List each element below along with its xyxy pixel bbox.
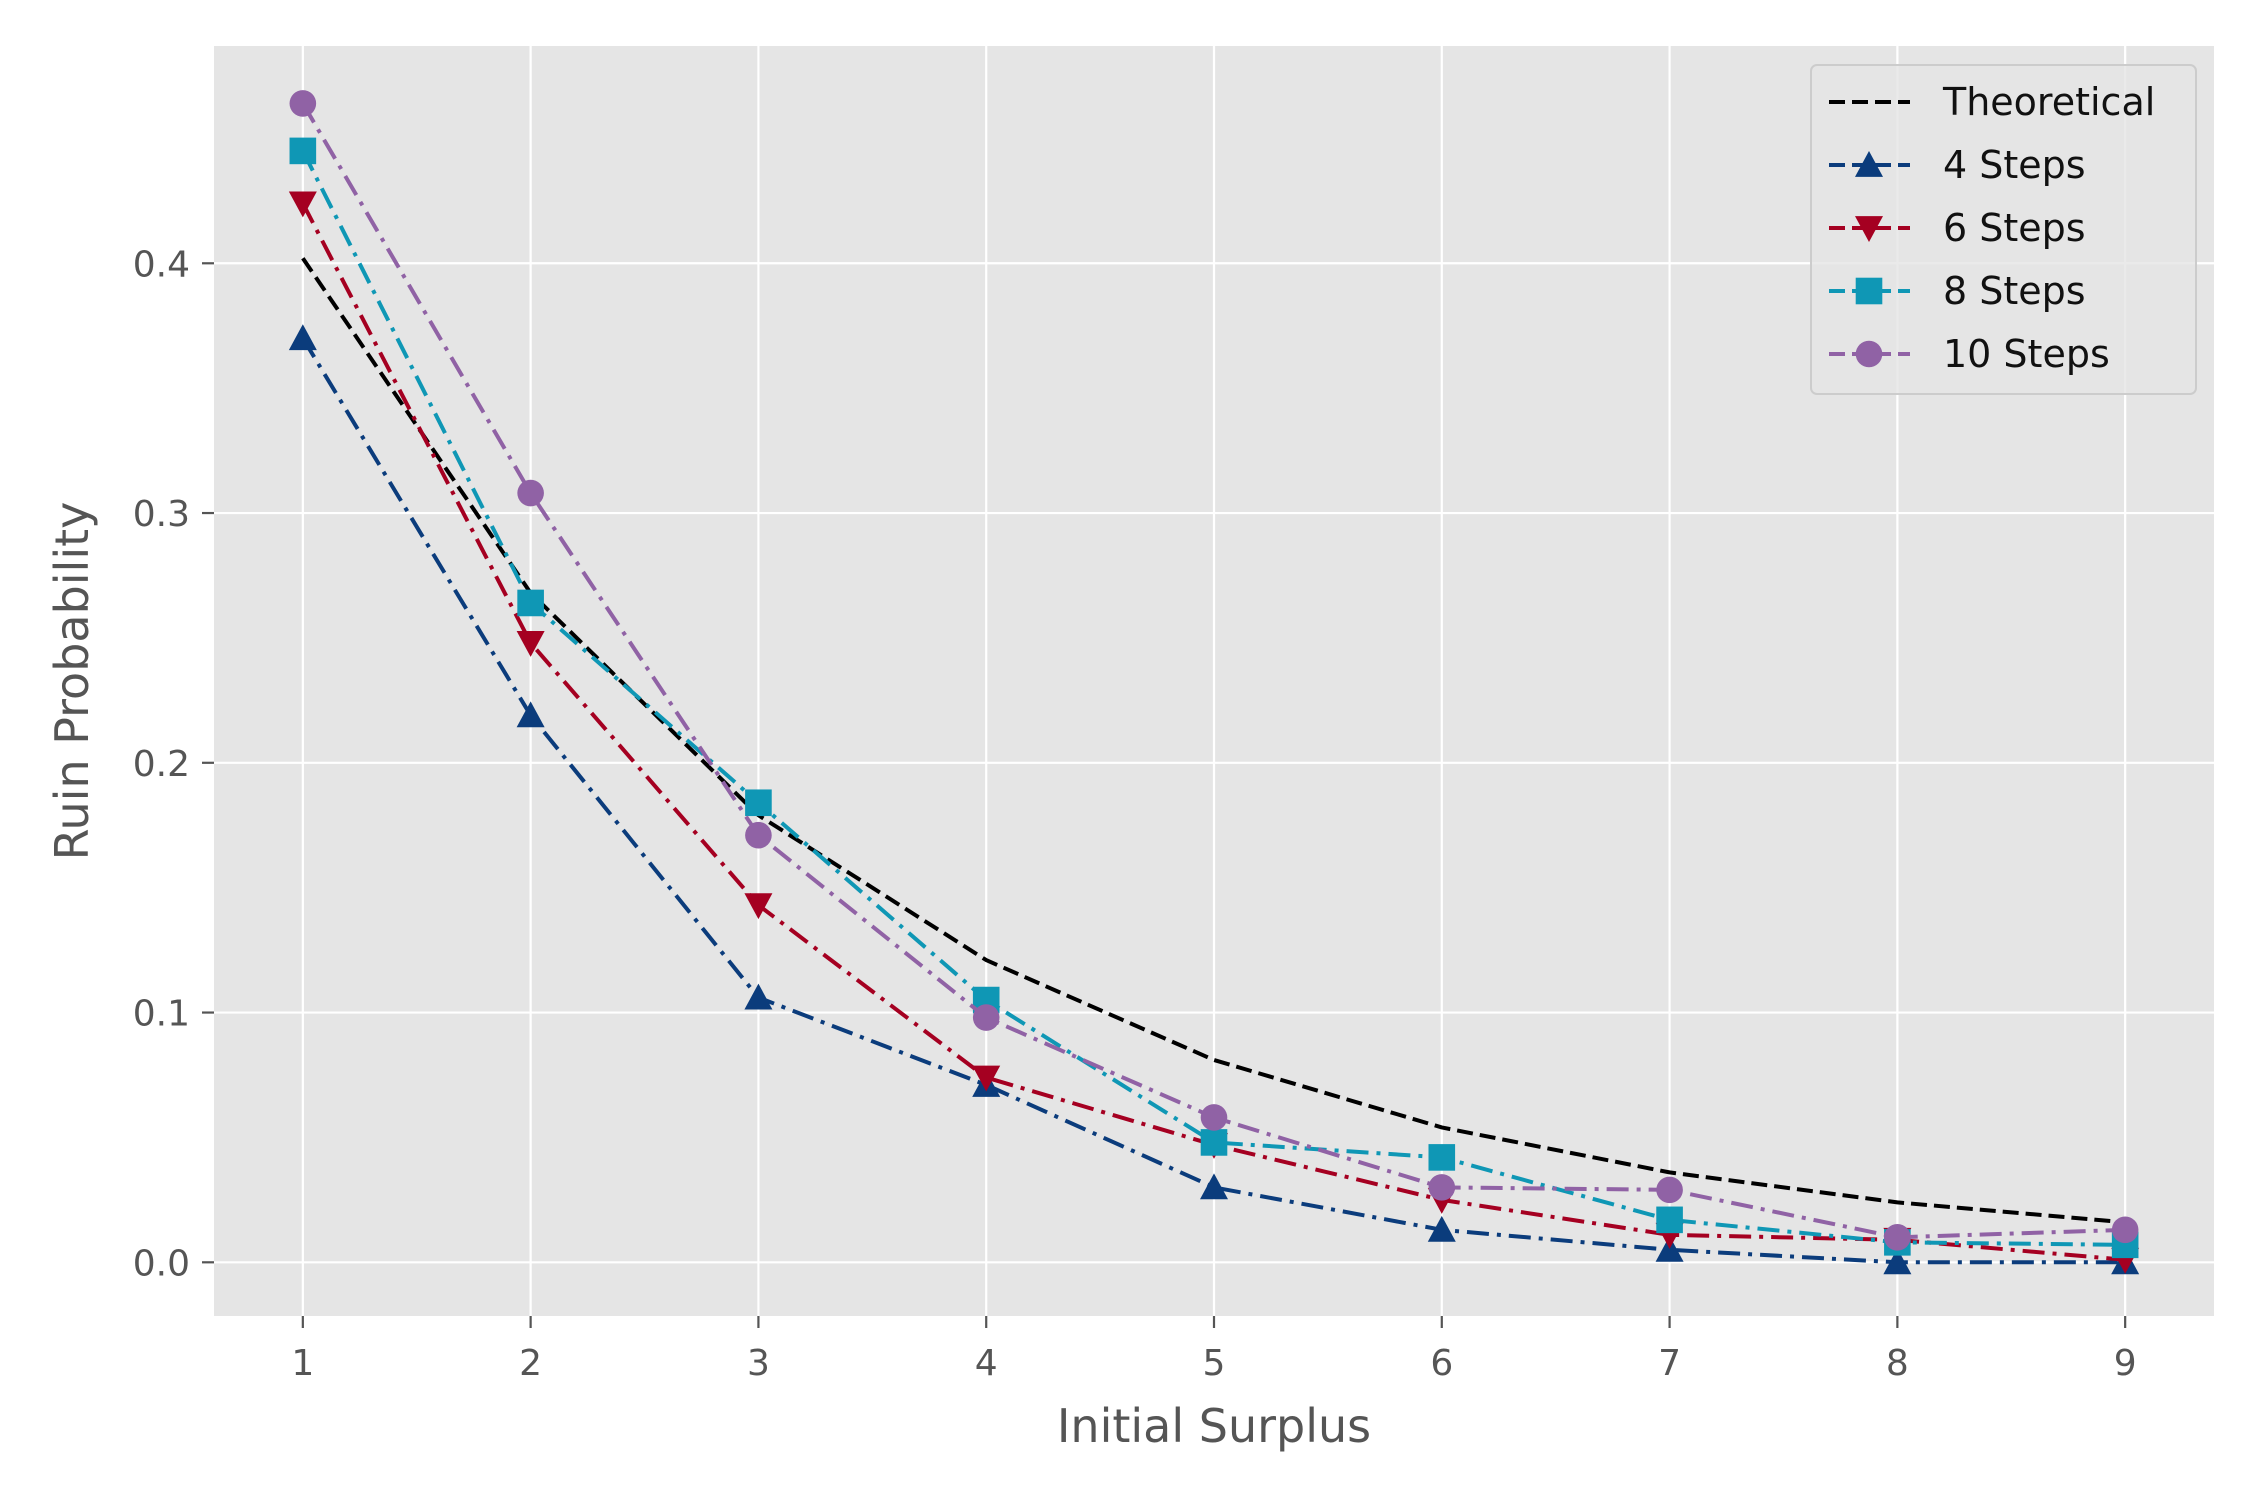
legend-label-10-steps: 10 Steps (1943, 332, 2110, 376)
legend-label-4-steps: 4 Steps (1943, 143, 2086, 187)
legend: Theoretical 4 Steps 6 Steps 8 Steps 10 Steps (1810, 64, 2197, 395)
series-line-4-steps (301, 337, 2126, 1265)
legend-marker-8-steps (1855, 277, 1883, 305)
y-axis-label: Ruin Probability (45, 502, 99, 861)
legend-box (1810, 64, 2197, 395)
x-tick-label: 9 (2114, 1343, 2137, 1384)
data-point-10-steps (1884, 1224, 1911, 1251)
data-point-8-steps (517, 589, 544, 617)
data-point-10-steps (972, 1004, 1000, 1031)
series-line-8-steps (301, 149, 2126, 1247)
x-axis-label: Initial Surplus (1057, 1399, 1371, 1453)
x-tick-label: 3 (747, 1343, 770, 1384)
legend-label-6-steps: 6 Steps (1943, 206, 2086, 250)
x-tick-label: 5 (1203, 1343, 1226, 1384)
data-point-10-steps (1200, 1104, 1228, 1131)
data-point-10-steps (1428, 1174, 1456, 1201)
data-point-6-steps (288, 191, 317, 218)
legend-marker-10-steps (1855, 340, 1883, 368)
legend-label-8-steps: 8 Steps (1943, 269, 2086, 313)
data-point-4-steps (1200, 1173, 1228, 1200)
y-tick-label: 0.4 (133, 244, 190, 285)
data-point-4-steps (1883, 1248, 1912, 1275)
data-point-10-steps (289, 90, 317, 117)
data-point-8-steps (1656, 1206, 1683, 1234)
data-point-6-steps (744, 893, 773, 920)
data-point-8-steps (289, 137, 317, 165)
series-4-steps (288, 324, 2140, 1275)
data-point-4-steps (516, 701, 545, 728)
x-tick-label: 1 (291, 1343, 314, 1384)
x-tick-label: 6 (1430, 1343, 1453, 1384)
data-point-10-steps (745, 821, 772, 849)
axis-ticks: 1 2 3 4 5 6 7 8 9 0.0 0.1 0.2 0.3 0.4 (133, 244, 2137, 1384)
data-point-10-steps (517, 479, 544, 507)
legend-marker-6-steps (1855, 216, 1883, 242)
data-point-4-steps (1427, 1215, 1456, 1242)
y-tick-label: 0.2 (133, 744, 190, 785)
data-point-4-steps (744, 983, 773, 1010)
x-tick-label: 2 (519, 1343, 542, 1384)
y-tick-label: 0.3 (133, 494, 190, 535)
data-point-8-steps (745, 789, 772, 817)
data-point-8-steps (1428, 1144, 1456, 1171)
data-point-8-steps (1200, 1129, 1228, 1156)
legend-label-theoretical: Theoretical (1942, 80, 2155, 124)
data-point-10-steps (1656, 1176, 1683, 1204)
data-point-4-steps (288, 324, 317, 351)
legend-marker-4-steps (1855, 151, 1883, 177)
data-point-6-steps (972, 1065, 1001, 1092)
grid-lines (214, 46, 2214, 1316)
y-tick-label: 0.0 (133, 1243, 190, 1284)
x-tick-label: 8 (1886, 1343, 1909, 1384)
data-point-10-steps (2111, 1216, 2139, 1244)
x-tick-label: 7 (1658, 1343, 1681, 1384)
series-10-steps (289, 90, 2139, 1251)
series-lines (288, 90, 2140, 1275)
x-tick-label: 4 (975, 1343, 998, 1384)
y-tick-label: 0.1 (133, 994, 190, 1035)
data-point-6-steps (516, 631, 545, 657)
